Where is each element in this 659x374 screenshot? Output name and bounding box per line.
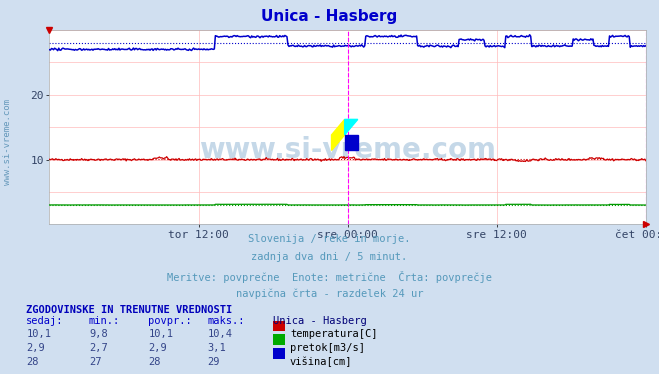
- Text: navpična črta - razdelek 24 ur: navpična črta - razdelek 24 ur: [236, 289, 423, 299]
- Polygon shape: [345, 119, 358, 135]
- Text: 27: 27: [89, 357, 101, 367]
- Text: www.si-vreme.com: www.si-vreme.com: [199, 137, 496, 165]
- Text: 3,1: 3,1: [208, 343, 226, 353]
- Text: 10,1: 10,1: [148, 329, 173, 339]
- Text: povpr.:: povpr.:: [148, 316, 192, 326]
- Text: višina[cm]: višina[cm]: [290, 357, 353, 367]
- Text: pretok[m3/s]: pretok[m3/s]: [290, 343, 365, 353]
- Text: 2,9: 2,9: [26, 343, 45, 353]
- Text: 10,1: 10,1: [26, 329, 51, 339]
- Text: Unica - Hasberg: Unica - Hasberg: [273, 316, 367, 326]
- Text: temperatura[C]: temperatura[C]: [290, 329, 378, 339]
- Text: sedaj:: sedaj:: [26, 316, 64, 326]
- Text: 2,7: 2,7: [89, 343, 107, 353]
- Text: 28: 28: [148, 357, 161, 367]
- Text: 9,8: 9,8: [89, 329, 107, 339]
- Text: 28: 28: [26, 357, 39, 367]
- Text: maks.:: maks.:: [208, 316, 245, 326]
- Text: 2,9: 2,9: [148, 343, 167, 353]
- Text: Slovenija / reke in morje.: Slovenija / reke in morje.: [248, 234, 411, 244]
- Text: Meritve: povprečne  Enote: metrične  Črta: povprečje: Meritve: povprečne Enote: metrične Črta:…: [167, 271, 492, 283]
- Text: ZGODOVINSKE IN TRENUTNE VREDNOSTI: ZGODOVINSKE IN TRENUTNE VREDNOSTI: [26, 305, 233, 315]
- Text: www.si-vreme.com: www.si-vreme.com: [3, 99, 13, 185]
- Text: Unica - Hasberg: Unica - Hasberg: [262, 9, 397, 24]
- Text: 10,4: 10,4: [208, 329, 233, 339]
- Text: min.:: min.:: [89, 316, 120, 326]
- Polygon shape: [331, 119, 345, 150]
- Bar: [345, 135, 358, 150]
- Text: 29: 29: [208, 357, 220, 367]
- Text: zadnja dva dni / 5 minut.: zadnja dva dni / 5 minut.: [251, 252, 408, 263]
